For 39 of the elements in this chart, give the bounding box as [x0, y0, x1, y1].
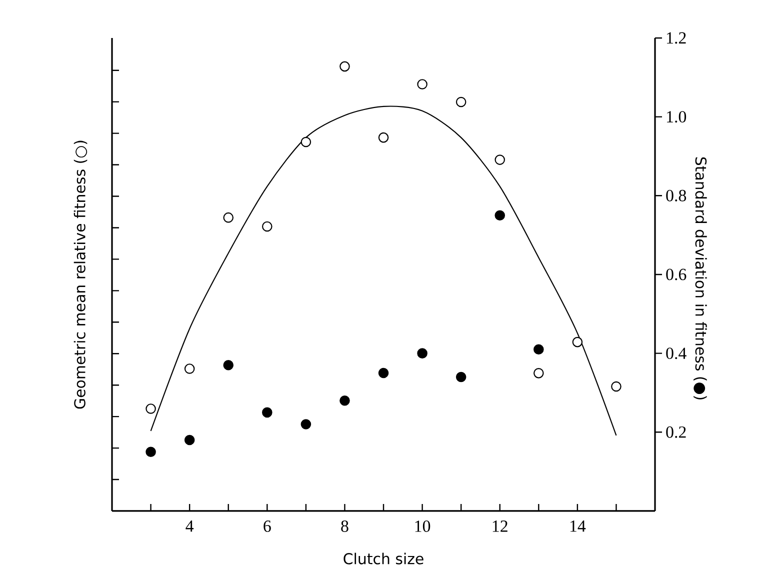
x-axis-title: Clutch size	[344, 552, 424, 564]
point	[378, 132, 389, 143]
x-tick-label: 10	[415, 520, 430, 532]
y2-tick-label: 1.2	[667, 32, 686, 44]
point	[300, 419, 312, 430]
point	[534, 344, 544, 355]
point	[146, 404, 156, 414]
point	[223, 360, 234, 370]
point	[456, 96, 466, 108]
point	[340, 61, 350, 72]
point	[184, 434, 195, 446]
point	[300, 136, 312, 148]
point	[417, 79, 428, 90]
point	[494, 210, 506, 221]
x-tick-label: 12	[492, 520, 508, 532]
x-tick-label: 4	[186, 520, 194, 532]
y2-tick-label: 1.0	[667, 111, 686, 123]
y2-tick-label: 0.4	[666, 348, 686, 360]
point	[184, 364, 195, 374]
y2-axis-title: Standard deviation in fitness (●)	[694, 157, 707, 400]
point	[340, 395, 350, 406]
point	[534, 368, 544, 378]
y2-tick-label: 0.2	[666, 426, 686, 438]
x-tick-label: 14	[570, 520, 586, 532]
point	[417, 348, 428, 358]
x-tick-label: 8	[341, 520, 348, 532]
point	[456, 372, 466, 382]
point	[494, 154, 506, 165]
point	[223, 212, 234, 223]
y2-tick-label: 0.6	[666, 268, 686, 280]
point	[572, 336, 583, 348]
y-axis-title: Geometric mean relative fitness (○)	[74, 140, 88, 409]
point	[262, 407, 272, 418]
point	[378, 368, 389, 378]
point	[146, 446, 156, 458]
point	[611, 381, 622, 392]
x-tick-label: 6	[264, 520, 271, 532]
y2-tick-label: 0.8	[666, 190, 686, 202]
point	[262, 221, 272, 232]
